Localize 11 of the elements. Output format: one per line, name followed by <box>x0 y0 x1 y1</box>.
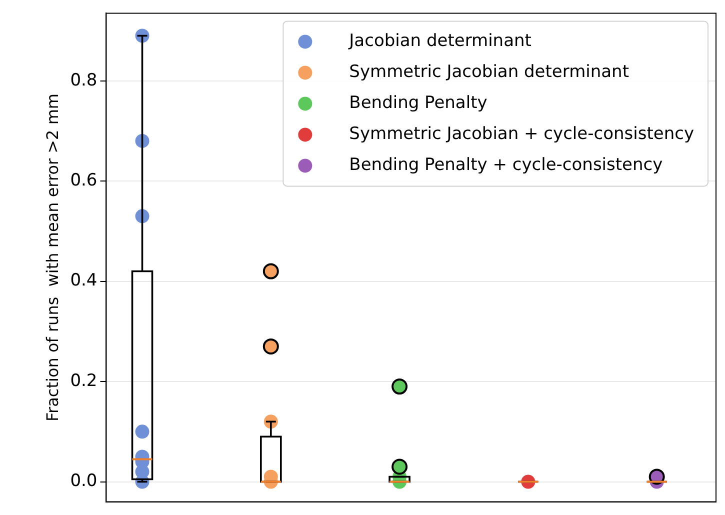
y-tick-label: 0.6 <box>70 170 98 190</box>
legend-label: Jacobian determinant <box>348 31 532 52</box>
legend-label: Bending Penalty <box>349 93 488 114</box>
y-tick-label: 0.4 <box>70 270 98 291</box>
y-tick-label: 0.2 <box>70 370 98 391</box>
legend-label: Symmetric Jacobian determinant <box>349 62 630 82</box>
y-tick-label: 0.0 <box>70 471 98 492</box>
legend-label: Bending Penalty + cycle-consistency <box>349 155 663 176</box>
legend-label: Symmetric Jacobian + cycle-consistency <box>349 124 694 144</box>
y-axis-title: Fraction of runs with mean error >2 mm <box>42 94 62 422</box>
y-tick-label: 0.8 <box>70 70 98 90</box>
